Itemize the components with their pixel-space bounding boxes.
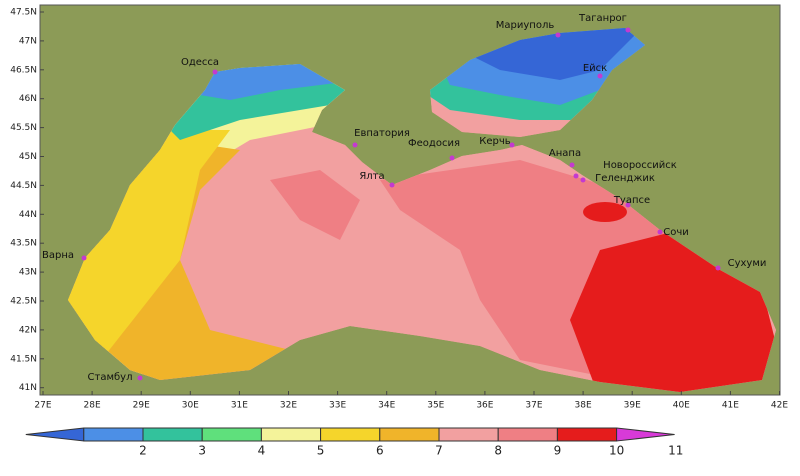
colorbar-label: 10 (609, 444, 624, 458)
colorbar-label: 7 (435, 444, 443, 458)
colorbar-label: 4 (258, 444, 266, 458)
lon-label: 32E (280, 401, 297, 411)
colorbar-arrow (616, 427, 675, 442)
colorbar-arrow (25, 427, 85, 442)
city-label: Анапа (549, 148, 581, 159)
colorbar-segment (142, 427, 203, 442)
lon-label: 35E (427, 401, 444, 411)
colorbar-segment (497, 427, 558, 442)
colorbar-label: 2 (139, 444, 147, 458)
lon-label: 28E (84, 401, 101, 411)
city-label: Мариуполь (496, 20, 555, 31)
city-marker (625, 27, 631, 33)
city-label: Сочи (663, 227, 689, 238)
city-marker (137, 375, 143, 381)
lat-label: 43N (19, 268, 37, 278)
city-label: Стамбул (88, 372, 133, 383)
lon-label: 31E (231, 401, 248, 411)
city-marker (212, 69, 218, 75)
colorbar-segment (320, 427, 381, 442)
lat-label: 41N (19, 383, 37, 393)
city-label: Керчь (479, 136, 511, 147)
city-marker (597, 73, 603, 79)
colorbar-label: 3 (198, 444, 206, 458)
lon-label: 42E (771, 401, 788, 411)
lat-label: 46.5N (10, 65, 37, 75)
city-label: Новороссийск (603, 160, 677, 171)
city-marker (715, 265, 721, 271)
colorbar-label: 9 (554, 444, 562, 458)
city-marker (389, 182, 395, 188)
colorbar-segment (260, 427, 322, 442)
colorbar-label: 8 (494, 444, 502, 458)
lon-label: 33E (329, 401, 346, 411)
colorbar-segment (201, 427, 262, 442)
city-marker (81, 255, 87, 261)
colorbar-segment (379, 427, 440, 442)
colorbar-label: 5 (317, 444, 325, 458)
lon-label: 30E (182, 401, 199, 411)
city-label: Сухуми (728, 258, 767, 269)
city-marker (573, 173, 579, 179)
colorbar-label: 11 (668, 444, 683, 458)
colorbar-label: 6 (376, 444, 384, 458)
lat-label: 46N (19, 94, 37, 104)
lon-label: 40E (673, 401, 690, 411)
city-label: Ейск (583, 63, 607, 74)
lat-label: 42.5N (10, 297, 37, 307)
lat-label: 42N (19, 325, 37, 335)
city-label: Туапсе (613, 195, 650, 206)
city-marker (555, 32, 561, 38)
lat-label: 45.5N (10, 123, 37, 133)
city-label: Ялта (359, 171, 384, 182)
colorbar-segment (83, 427, 144, 442)
city-label: Варна (42, 250, 74, 261)
city-marker (449, 155, 455, 161)
city-label: Таганрог (578, 13, 627, 24)
lat-label: 47.5N (10, 8, 37, 18)
lon-label: 39E (624, 401, 641, 411)
lon-label: 34E (378, 401, 395, 411)
city-marker (580, 177, 586, 183)
city-label: Феодосия (408, 138, 460, 149)
lat-label: 44N (19, 210, 37, 220)
lat-label: 41.5N (10, 354, 37, 364)
city-marker (657, 229, 663, 235)
city-marker (625, 202, 631, 208)
city-label: Геленджик (595, 173, 655, 184)
city-label: Евпатория (354, 128, 410, 139)
colorbar-segment (438, 427, 499, 442)
city-marker (352, 142, 358, 148)
lat-label: 43.5N (10, 239, 37, 249)
lon-label: 41E (722, 401, 739, 411)
colorbar-segment (556, 427, 618, 442)
lon-label: 29E (133, 401, 150, 411)
lon-label: 37E (525, 401, 542, 411)
lat-label: 47N (19, 36, 37, 46)
lat-label: 45N (19, 152, 37, 162)
city-marker (509, 142, 515, 148)
lon-label: 27E (34, 401, 51, 411)
city-label: Одесса (181, 57, 219, 68)
city-marker (569, 162, 575, 168)
lat-label: 44.5N (10, 181, 37, 191)
lon-label: 38E (575, 401, 592, 411)
lon-label: 36E (476, 401, 493, 411)
